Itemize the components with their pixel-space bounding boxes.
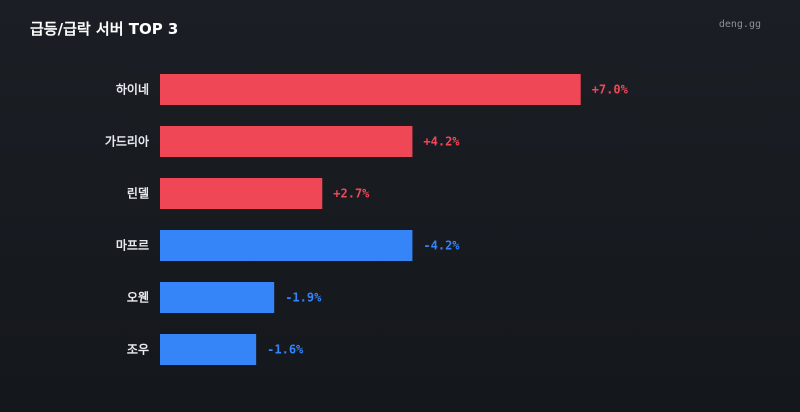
- bar-fall[interactable]: [160, 282, 275, 313]
- category-label: 하이네: [116, 82, 149, 97]
- value-label: -1.6%: [267, 343, 304, 357]
- category-label: 오웬: [127, 291, 149, 305]
- value-label: -1.9%: [285, 291, 322, 305]
- brand-watermark: deng.gg: [718, 19, 761, 30]
- bar-fall[interactable]: [160, 334, 257, 365]
- category-label: 가드리아: [105, 134, 149, 149]
- category-label: 린델: [127, 186, 149, 201]
- bar-rise[interactable]: [160, 74, 581, 105]
- value-label: -4.2%: [423, 239, 460, 253]
- value-label: +7.0%: [592, 83, 629, 97]
- value-label: +2.7%: [333, 187, 370, 201]
- category-label: 마프르: [116, 238, 149, 253]
- bar-rise[interactable]: [160, 178, 323, 209]
- value-label: +4.2%: [423, 135, 460, 149]
- category-label: 조우: [127, 343, 149, 357]
- chart-title: 급등/급락 서버 TOP 3: [30, 20, 179, 38]
- bar-rise[interactable]: [160, 126, 413, 157]
- bar-fall[interactable]: [160, 230, 413, 261]
